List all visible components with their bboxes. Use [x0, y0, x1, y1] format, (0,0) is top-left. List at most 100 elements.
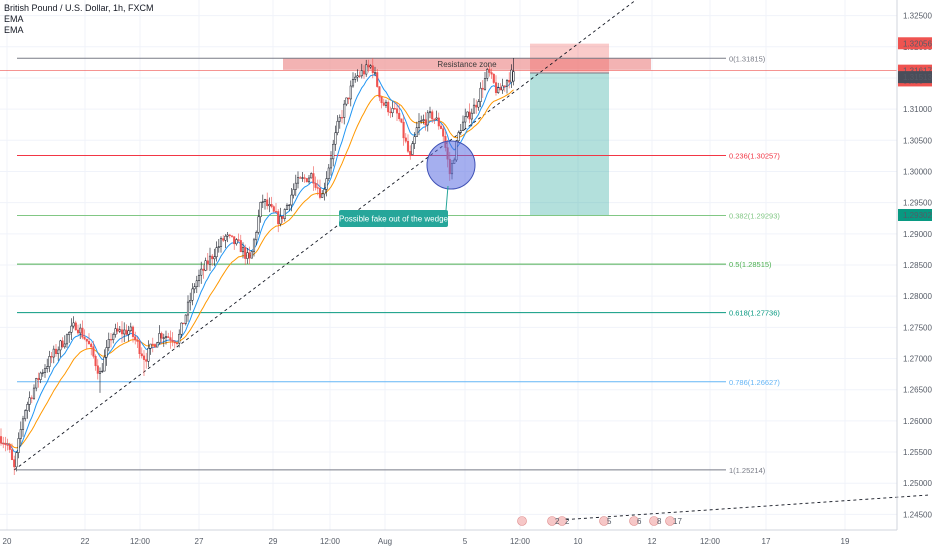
- price-tick-label: 1.26000: [903, 417, 932, 426]
- candle-body: [226, 234, 229, 237]
- candle-body: [329, 158, 333, 169]
- candle: [508, 72, 511, 89]
- time-tick-label: 29: [269, 537, 278, 546]
- resistance-zone-label: Resistance zone: [437, 60, 497, 69]
- candle: [343, 100, 346, 125]
- candle-body: [167, 336, 170, 338]
- candle-body: [316, 187, 319, 189]
- candle: [202, 264, 205, 279]
- candle: [299, 176, 302, 179]
- candle: [246, 247, 249, 264]
- candle-body: [281, 216, 284, 219]
- candle: [391, 101, 394, 118]
- event-flag-icon: [649, 516, 659, 526]
- candle: [160, 331, 163, 345]
- candle: [358, 71, 361, 79]
- candle: [28, 391, 31, 413]
- candle: [43, 364, 47, 378]
- candle-body: [160, 333, 163, 339]
- candle: [162, 333, 165, 347]
- candle-body: [0, 436, 3, 444]
- candle-body: [299, 177, 302, 179]
- candle: [303, 174, 306, 183]
- price-badge-label: 1.29302: [903, 211, 932, 220]
- candle-body: [2, 443, 5, 445]
- candle-body: [457, 132, 460, 142]
- candle-body: [180, 322, 183, 335]
- candle-body: [147, 347, 150, 362]
- candle: [475, 99, 478, 114]
- price-badge-box: [898, 208, 932, 221]
- candle-body: [32, 387, 36, 399]
- candle: [492, 73, 495, 85]
- candle-body: [475, 104, 478, 108]
- candle: [336, 115, 339, 136]
- candle: [123, 322, 126, 342]
- candle-body: [125, 329, 128, 335]
- candle: [136, 336, 139, 348]
- candle: [472, 98, 476, 114]
- candle-body: [19, 429, 22, 439]
- candle-body: [481, 87, 484, 90]
- time-tick-label: 22: [81, 537, 90, 546]
- candle: [301, 172, 304, 182]
- event-flag-icon: [665, 516, 675, 526]
- candle-body: [406, 140, 410, 152]
- chart-legend: British Pound / U.S. Dollar, 1h, FXCM EM…: [4, 3, 154, 36]
- candle: [127, 325, 130, 342]
- candle-body: [334, 132, 337, 145]
- candle: [488, 65, 491, 77]
- candle: [197, 269, 201, 288]
- candle: [105, 340, 108, 366]
- candle: [420, 115, 423, 124]
- candle-body: [134, 336, 137, 341]
- candle: [149, 343, 152, 355]
- candle-body: [508, 79, 511, 83]
- candle: [437, 112, 440, 130]
- candle: [290, 188, 293, 212]
- candle-body: [461, 121, 465, 131]
- candle: [94, 354, 97, 371]
- candle-body: [428, 111, 432, 114]
- time-tick-label: 27: [195, 537, 204, 546]
- candle: [272, 205, 275, 213]
- candle-body: [338, 117, 341, 122]
- candle: [497, 82, 500, 94]
- candle-body: [46, 366, 49, 369]
- candle-body: [468, 111, 471, 120]
- candle: [92, 340, 95, 359]
- candle-body: [63, 343, 66, 348]
- candle-body: [182, 322, 185, 325]
- candle-body: [79, 327, 82, 334]
- candle: [147, 340, 150, 368]
- candle-body: [409, 151, 412, 155]
- candle-body: [83, 336, 86, 340]
- candle: [118, 326, 121, 333]
- candle: [281, 216, 284, 223]
- time-tick-label: 12: [648, 537, 657, 546]
- candle-body: [371, 65, 374, 73]
- candle: [83, 329, 86, 341]
- candle: [389, 106, 392, 118]
- candle: [314, 176, 317, 191]
- candle-body: [61, 340, 64, 348]
- fakeout-callout-label: Possible fake out of the wedge: [339, 215, 449, 224]
- price-tick-label: 1.28000: [903, 292, 932, 301]
- candle-body: [365, 64, 368, 75]
- wedge-trendline: [13, 0, 637, 471]
- candle: [46, 358, 49, 373]
- candle-body: [431, 111, 434, 120]
- candle: [79, 323, 82, 339]
- candle: [398, 104, 401, 122]
- candle-body: [105, 347, 108, 358]
- candle-body: [387, 101, 390, 113]
- candle: [259, 201, 262, 223]
- candle-body: [140, 353, 143, 357]
- candle-body: [400, 118, 403, 123]
- candle: [457, 130, 460, 144]
- candle: [175, 342, 179, 346]
- time-tick-label: 19: [841, 537, 850, 546]
- candle-body: [413, 136, 416, 144]
